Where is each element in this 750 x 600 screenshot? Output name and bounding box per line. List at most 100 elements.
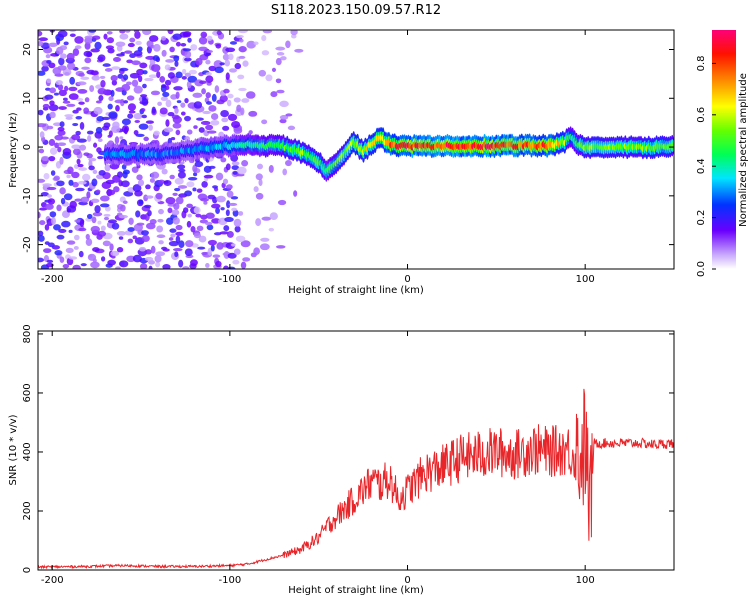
spectrogram-cell (139, 62, 148, 69)
spectrogram-cell (207, 239, 217, 246)
spectrogram-cell (105, 45, 115, 50)
spectrogram-cell (71, 134, 81, 141)
spectrogram-cell (115, 105, 120, 112)
spectrogram-cell (92, 169, 98, 175)
spectrogram-cell (110, 250, 120, 257)
spectrogram-cell (54, 250, 63, 256)
spectrogram-cell (181, 111, 186, 116)
spectrogram-cell (97, 54, 106, 62)
spectrogram-cell (164, 79, 172, 86)
spectrogram-cell (99, 203, 110, 208)
spectrogram-cell (79, 219, 85, 228)
spectrogram-cell (175, 71, 183, 79)
spectrogram-cell (174, 251, 179, 258)
spectrogram-cell (285, 113, 293, 117)
spectrogram-cell (48, 62, 56, 69)
spectrogram-cell (269, 212, 278, 220)
spectrogram-cell (38, 70, 46, 76)
spectrogram-cell (194, 158, 200, 163)
spectrogram-cell (161, 49, 167, 57)
spectrogram-cell (159, 75, 166, 83)
spectrogram-cell (175, 231, 184, 236)
spectrogram-cell (238, 87, 247, 92)
spectrogram-cell (216, 30, 222, 35)
spectrogram-cell (46, 125, 54, 130)
colorbar-gradient (712, 30, 736, 269)
spectrogram-cell (294, 48, 304, 53)
spectrogram-cell (78, 227, 87, 232)
spectrogram-cell (127, 238, 134, 244)
spectrogram-cell (139, 246, 146, 252)
spectrogram-cell (136, 164, 141, 169)
spectrogram-cell (177, 171, 186, 179)
spectrogram-cell (57, 83, 64, 91)
spectrogram-cell (38, 257, 45, 263)
spectrogram-cell (132, 184, 142, 193)
spectrogram-cell (68, 93, 79, 100)
spectrogram-cell (201, 181, 208, 188)
spectrogram-cell (255, 218, 262, 227)
spectrogram-cell (84, 35, 94, 40)
spectrogram-cell (219, 62, 225, 66)
spectrogram-cell (129, 37, 136, 43)
spectrogram-cell (231, 207, 238, 212)
spectrogram-cell (58, 89, 68, 97)
spectrogram-cell (230, 154, 239, 162)
spectrogram-cell (95, 126, 103, 134)
snr-x-axis-title: Height of straight line (km) (288, 585, 424, 596)
spectrogram-cell (60, 53, 67, 59)
spectrogram-cell (123, 74, 129, 81)
spectrogram-cell (78, 72, 85, 77)
spectrogram-cell (61, 220, 71, 228)
spectrogram-cell (157, 218, 164, 223)
spectrogram-cell (90, 70, 99, 76)
spectrogram-cell (186, 203, 193, 208)
spectrogram-cell (202, 110, 211, 115)
spectrogram-cell (89, 85, 95, 93)
spectrogram-cell (48, 42, 58, 48)
spectrogram-cell (187, 37, 192, 43)
spectrogram-cell (66, 174, 71, 179)
spectrogram-cell (220, 207, 225, 211)
spectrogram-cell (233, 248, 241, 255)
spectrogram-cell (236, 104, 242, 113)
spectrogram-cell (190, 259, 198, 267)
spectrogram-cell (238, 38, 244, 43)
spectrogram-cell (135, 133, 145, 137)
spectrogram-cell (132, 235, 137, 240)
spectrogram-cell (60, 136, 69, 140)
spectrogram-cell (242, 257, 251, 262)
spectrogram-cell (86, 130, 94, 135)
spectrogram-cell (176, 100, 182, 104)
spectrogram-cell (136, 68, 145, 76)
spectrogram-cell (228, 202, 238, 207)
spectrogram-cell (66, 240, 76, 245)
spectrogram-cell (226, 79, 233, 84)
spectrogram-cell (184, 190, 193, 197)
spectrogram-cell (105, 179, 115, 185)
spectrogram-cell (60, 197, 66, 205)
spectrogram-cell (215, 172, 224, 181)
spectrogram-cell (156, 71, 161, 79)
spectrogram-cell (139, 262, 148, 269)
spectrogram-cell (153, 43, 161, 52)
spectrogram-cell (216, 195, 226, 203)
spectrogram-cell (232, 209, 239, 217)
spectrogram-cell (47, 198, 56, 205)
spectrogram-cell (275, 46, 286, 51)
spectrogram-cell (205, 59, 211, 65)
spectrogram-cell (190, 225, 196, 233)
spectrogram-cell (106, 31, 113, 35)
spectrogram-cell (235, 34, 244, 39)
spectrogram-cell (290, 30, 298, 36)
spectrogram-cell (210, 113, 219, 120)
spectrogram-cell (265, 74, 273, 82)
spectrogram-cell (121, 125, 130, 134)
spectrogram-cell (192, 164, 198, 173)
spectrogram-cell (275, 78, 282, 84)
colorbar-ticks: 0.0 0.2 0.4 0.6 0.8 (696, 55, 716, 277)
spectrogram-cell (211, 203, 221, 209)
spectrogram-cell (170, 136, 176, 141)
spectrogram-cell (95, 100, 102, 104)
spectrogram-cell (160, 36, 167, 41)
